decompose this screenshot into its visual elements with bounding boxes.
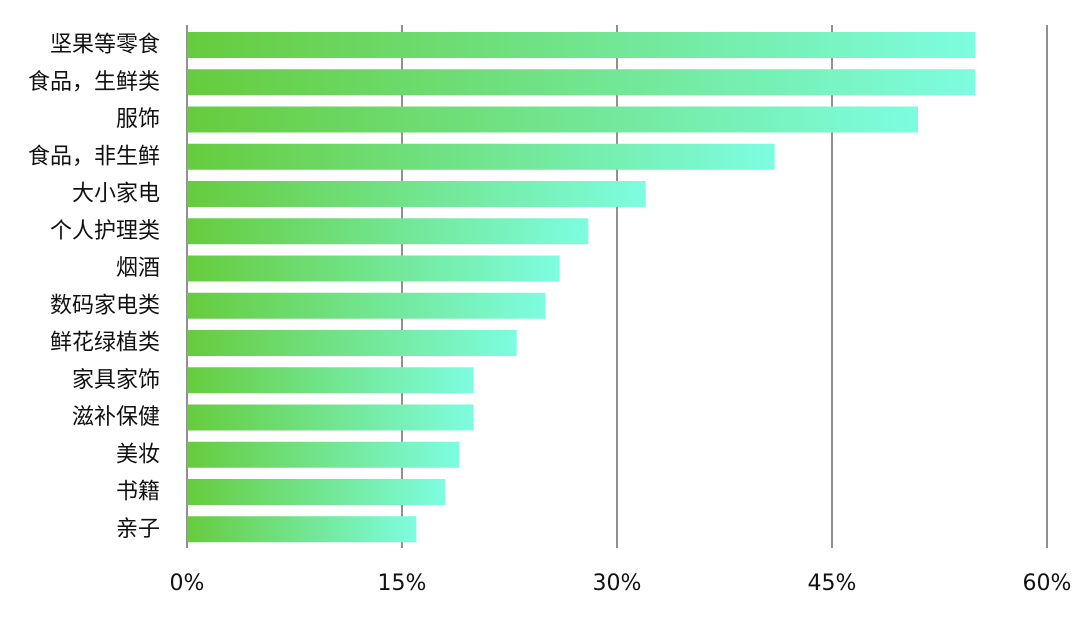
bar	[187, 69, 976, 96]
category-label: 食品，非生鲜	[28, 144, 160, 169]
bar	[187, 143, 775, 170]
category-label: 服饰	[116, 107, 160, 132]
x-tick-label: 45%	[808, 571, 857, 596]
bar	[187, 32, 976, 58]
bar	[187, 441, 460, 468]
category-labels: 坚果等零食食品，生鲜类服饰食品，非生鲜大小家电个人护理类烟酒数码家电类鲜花绿植类…	[28, 33, 160, 542]
bar	[187, 218, 589, 245]
category-label: 家具家饰	[72, 368, 160, 393]
bar	[187, 181, 646, 207]
category-label: 亲子	[116, 517, 160, 542]
category-label: 大小家电	[72, 182, 160, 207]
category-label: 鲜花绿植类	[50, 331, 160, 356]
bar	[187, 292, 546, 319]
bar	[187, 404, 474, 431]
bar	[187, 516, 417, 543]
category-label: 坚果等零食	[50, 33, 160, 58]
category-label: 滋补保健	[72, 405, 160, 430]
category-label: 食品，生鲜类	[28, 70, 160, 95]
category-label: 个人护理类	[50, 219, 160, 244]
x-tick-label: 60%	[1023, 571, 1072, 596]
x-axis-ticks: 0% 15% 30% 45% 60%	[170, 571, 1072, 596]
category-label: 烟酒	[116, 256, 160, 281]
bar	[187, 479, 445, 505]
bar	[187, 255, 560, 282]
bar	[187, 106, 918, 133]
category-label: 美妆	[116, 442, 160, 467]
category-label: 书籍	[116, 480, 160, 505]
bar	[187, 330, 517, 356]
bar	[187, 367, 474, 394]
x-tick-label: 0%	[170, 571, 205, 596]
category-label: 数码家电类	[50, 293, 160, 318]
x-tick-label: 30%	[593, 571, 642, 596]
gridlines	[186, 25, 1048, 548]
x-tick-label: 15%	[378, 571, 427, 596]
bars	[187, 32, 976, 543]
